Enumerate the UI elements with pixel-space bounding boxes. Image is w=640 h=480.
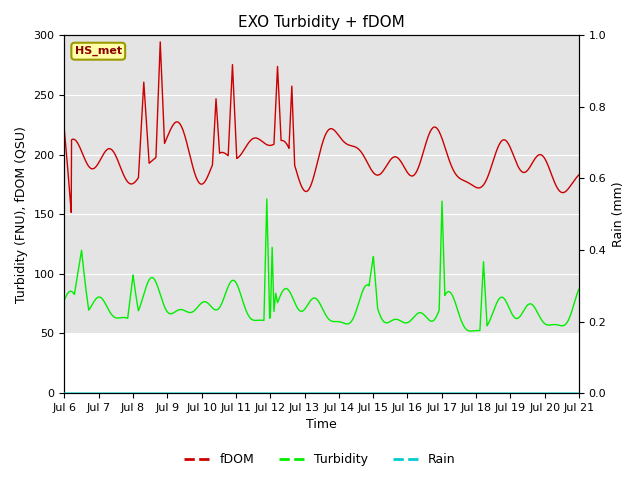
X-axis label: Time: Time — [307, 419, 337, 432]
Text: HS_met: HS_met — [75, 46, 122, 56]
Y-axis label: Turbidity (FNU), fDOM (QSU): Turbidity (FNU), fDOM (QSU) — [15, 126, 28, 303]
Y-axis label: Rain (mm): Rain (mm) — [612, 181, 625, 247]
Bar — [65, 36, 579, 334]
Title: EXO Turbidity + fDOM: EXO Turbidity + fDOM — [238, 15, 405, 30]
Legend: fDOM, Turbidity, Rain: fDOM, Turbidity, Rain — [179, 448, 461, 471]
